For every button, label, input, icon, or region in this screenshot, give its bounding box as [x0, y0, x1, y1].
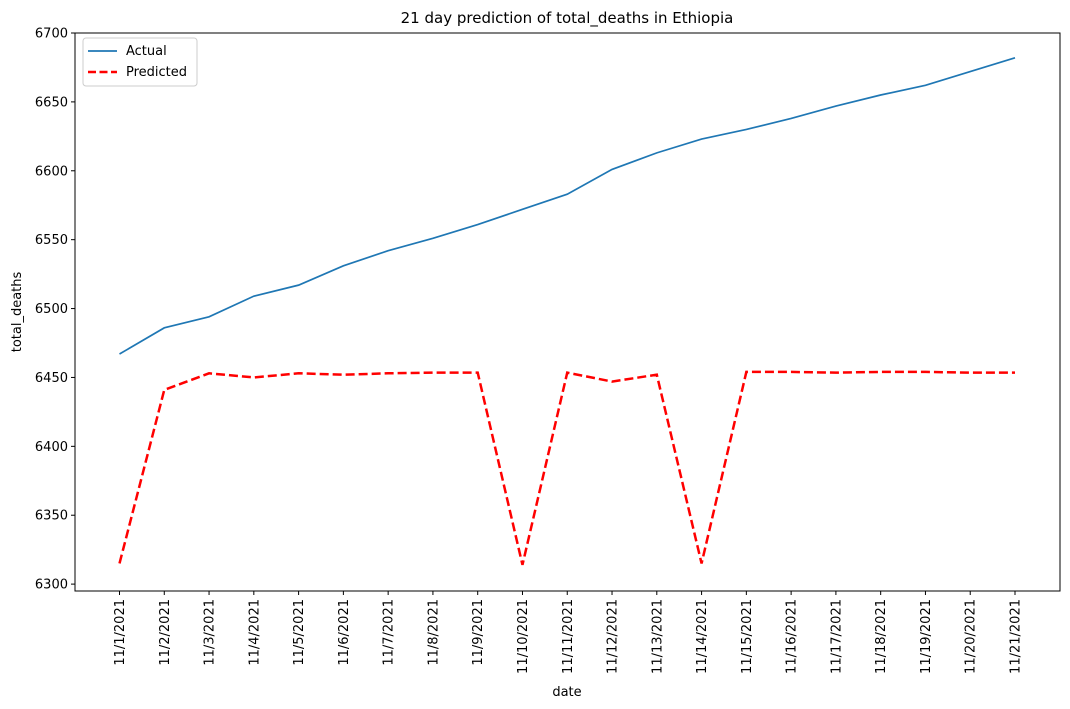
x-tick-label: 11/20/2021	[964, 599, 979, 674]
x-tick-label: 11/19/2021	[919, 599, 934, 674]
x-tick-label: 11/17/2021	[829, 599, 844, 674]
y-tick-label: 6300	[35, 578, 68, 593]
x-tick-label: 11/18/2021	[874, 599, 889, 674]
legend-label-predicted: Predicted	[126, 65, 187, 80]
x-tick-label: 11/14/2021	[695, 599, 710, 674]
y-axis-label: total_deaths	[10, 272, 25, 353]
x-tick-label: 11/16/2021	[785, 599, 800, 674]
x-tick-label: 11/9/2021	[471, 599, 486, 666]
x-tick-label: 11/5/2021	[292, 599, 307, 666]
x-tick-label: 11/12/2021	[606, 599, 621, 674]
x-tick-label: 11/6/2021	[337, 599, 352, 666]
y-tick-label: 6650	[35, 95, 68, 110]
plot-area	[74, 32, 1061, 592]
y-tick-label: 6450	[35, 371, 68, 386]
x-tick-label: 11/15/2021	[740, 599, 755, 674]
series-actual	[119, 56, 1016, 355]
series-line-predicted	[118, 370, 1015, 566]
series-predicted	[118, 370, 1015, 566]
series-line-actual	[119, 56, 1016, 355]
x-tick-label: 11/11/2021	[561, 599, 576, 674]
x-axis-label: date	[552, 685, 581, 700]
chart-title: 21 day prediction of total_deaths in Eth…	[401, 9, 734, 28]
x-tick-label: 11/1/2021	[113, 599, 128, 666]
x-tick-label: 11/8/2021	[426, 599, 441, 666]
y-axis: 6300 6350 6400 6450 6500 6550 6600 6650 6700	[35, 27, 75, 593]
x-tick-label: 11/7/2021	[382, 599, 397, 666]
y-tick-label: 6350	[35, 509, 68, 524]
x-tick-label: 11/4/2021	[247, 599, 262, 666]
y-tick-label: 6600	[35, 164, 68, 179]
legend: Actual Predicted	[82, 37, 198, 87]
x-tick-label: 11/2/2021	[158, 599, 173, 666]
x-tick-label: 11/21/2021	[1009, 599, 1024, 674]
legend-label-actual: Actual	[126, 44, 167, 59]
legend-frame	[82, 37, 198, 87]
series-layer	[118, 56, 1016, 566]
y-tick-label: 6400	[35, 440, 68, 455]
x-tick-label: 11/3/2021	[203, 599, 218, 666]
y-tick-label: 6500	[35, 302, 68, 317]
x-tick-label: 11/13/2021	[650, 599, 665, 674]
y-tick-label: 6700	[35, 27, 68, 42]
x-tick-label: 11/10/2021	[516, 599, 531, 674]
plot-frame	[74, 32, 1061, 592]
y-tick-label: 6550	[35, 233, 68, 248]
x-axis: 11/1/2021 11/2/2021 11/3/2021 11/4/2021 11/5…	[113, 591, 1024, 674]
